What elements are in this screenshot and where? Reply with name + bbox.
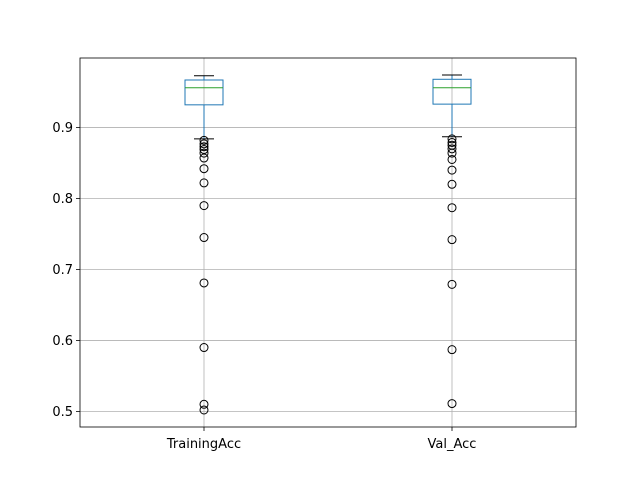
outlier-point [199,278,209,288]
x-tick-label: TrainingAcc [166,437,241,452]
axis-ticks: 0.5 0.6 0.7 0.8 0.9 TrainingAcc Val_Acc [52,121,476,452]
iqr-box [184,79,224,106]
outlier-point [199,178,209,188]
outlier-point [199,153,209,163]
iqr-box [432,78,472,105]
outlier-point [447,345,457,355]
outlier-point [199,139,209,149]
y-tick-label: 0.6 [52,334,73,349]
outlier-point [447,134,457,144]
y-tick-label: 0.8 [52,192,73,207]
outlier-point [447,235,457,245]
outlier-point [199,148,209,158]
outlier-point [447,148,457,158]
y-tick-label: 0.7 [52,263,73,278]
outlier-point [199,135,209,145]
x-tick-label: Val_Acc [428,437,477,452]
axes-frame [79,57,577,428]
y-tick-label: 0.5 [52,405,73,420]
outlier-point [199,233,209,243]
outlier-point [447,154,457,164]
outlier-point [447,399,457,409]
outlier-point [199,343,209,353]
y-tick-label: 0.9 [52,121,73,136]
outlier-point [447,203,457,213]
outlier-point [199,201,209,211]
outlier-point [199,164,209,174]
outlier-point [199,399,209,409]
outlier-point [199,405,209,415]
boxes [184,74,472,415]
outlier-point [447,137,457,147]
outlier-point [447,165,457,175]
box-TrainingAcc [184,75,224,415]
outlier-point [447,144,457,154]
outlier-point [447,179,457,189]
box-Val_Acc [432,74,472,409]
outlier-point [199,142,209,152]
outlier-point [199,145,209,155]
outlier-point [447,279,457,289]
